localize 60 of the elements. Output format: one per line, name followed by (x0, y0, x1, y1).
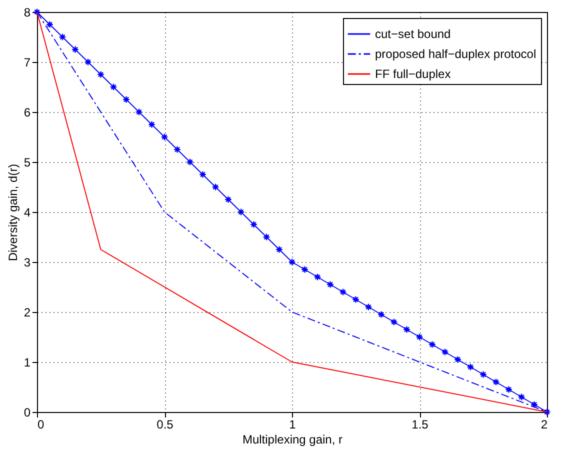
point (428, 340, 436, 348)
point (174, 146, 181, 154)
point (262, 233, 270, 241)
x-tick-label: 2 (540, 418, 548, 432)
point (97, 70, 104, 78)
y-tick-label: 5 (24, 156, 31, 170)
point (339, 288, 347, 296)
point (122, 96, 130, 104)
point (326, 280, 334, 288)
point (530, 400, 538, 408)
point (352, 296, 360, 304)
point (110, 83, 118, 91)
y-axis-title: Diversity gain, d(r) (6, 164, 20, 262)
point (314, 273, 322, 281)
y-tick-label: 7 (24, 56, 31, 70)
point (135, 108, 143, 116)
legend-label: proposed half−duplex protocol (375, 47, 536, 61)
point (72, 46, 79, 54)
y-tick-label: 0 (24, 406, 31, 420)
x-tick-label: 1 (289, 418, 296, 432)
point (186, 158, 194, 166)
point (148, 120, 156, 128)
point (199, 170, 206, 178)
point (518, 393, 526, 401)
y-tick-label: 6 (24, 106, 31, 120)
point (237, 208, 245, 216)
y-tick-label: 4 (24, 206, 31, 220)
point (492, 378, 500, 386)
x-tick-label: 1.5 (412, 418, 429, 432)
point (454, 356, 462, 364)
point (46, 20, 54, 28)
y-tick-label: 8 (24, 6, 31, 20)
point (403, 326, 410, 334)
point (288, 258, 296, 266)
point (84, 58, 92, 66)
point (250, 220, 258, 228)
point (390, 318, 398, 326)
x-tick-label: 0 (38, 418, 44, 432)
point (480, 370, 487, 378)
point (212, 183, 220, 191)
point (364, 303, 372, 311)
legend-label: FF full−duplex (375, 67, 451, 81)
point (160, 133, 168, 141)
y-tick-label: 2 (24, 306, 31, 320)
point (416, 333, 424, 341)
point (505, 386, 512, 394)
point (58, 33, 66, 41)
point (301, 266, 308, 274)
point (276, 246, 283, 254)
point (466, 363, 474, 371)
point (543, 408, 551, 416)
point (441, 348, 449, 356)
x-axis-title: Multiplexing gain, r (242, 432, 343, 446)
x-tick-label: 0.5 (156, 418, 174, 432)
legend-label: cut−set bound (375, 27, 451, 41)
point (378, 310, 385, 318)
y-tick-label: 1 (24, 356, 31, 370)
point (224, 196, 232, 204)
y-tick-label: 3 (24, 256, 31, 270)
point (33, 8, 41, 16)
